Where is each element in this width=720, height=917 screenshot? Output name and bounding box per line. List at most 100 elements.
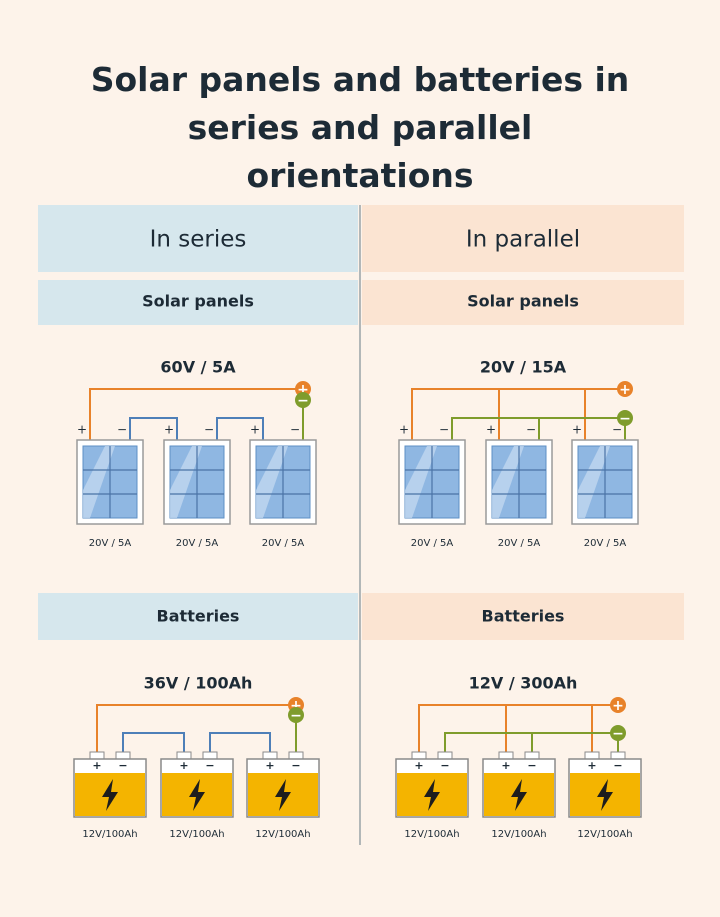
battery-terminal [262,751,278,760]
heading: In parallel [466,227,580,253]
terminal-label: − [612,423,622,437]
unit-label: 20V / 5A [176,538,219,549]
terminal-symbol-label: − [612,726,624,742]
terminal-symbol [610,697,626,713]
terminal-label: − [290,423,300,437]
unit-label: 20V / 5A [89,538,132,549]
terminal-label: − [613,759,622,772]
battery-terminal [288,751,304,760]
total: 36V / 100Ah [144,674,253,693]
unit-label: 12V/100Ah [82,829,137,840]
terminal-label: + [486,423,496,437]
heading-box [362,205,684,272]
battery-terminal [437,751,453,760]
terminal-label: − [291,759,300,772]
wire-link [216,417,264,440]
panel-shine [405,446,437,518]
panel-shine [578,446,610,518]
title: Solar panels and batteries in series and… [90,60,630,195]
terminal-label: + [414,759,423,772]
terminal-symbol [617,410,633,426]
wire-positive [418,704,618,752]
battery-bolt [189,779,205,811]
terminal-label: + [179,759,188,772]
battery-terminal [584,751,600,760]
terminal-symbol [295,392,311,408]
unit-label: 20V / 5A [584,538,627,549]
terminal-label: + [164,423,174,437]
battery-terminal [202,751,218,760]
total: 12V / 300Ah [469,674,578,693]
heading: In series [150,227,247,253]
panel-grid [405,446,459,518]
wire-link [122,732,185,752]
wire-positive [96,704,296,752]
unit-label: 12V/100Ah [169,829,224,840]
wire-link [209,732,271,752]
terminal-symbol-label: − [619,411,631,427]
heading-box [38,205,358,272]
terminal-label: − [440,759,449,772]
terminal-symbol-label: − [297,393,309,409]
battery-bolt [275,779,291,811]
terminal-label: + [92,759,101,772]
terminal-label: + [77,423,87,437]
panel-grid [170,446,224,518]
panel-shine [170,446,202,518]
battery-terminal [115,751,131,760]
unit-label: 12V/100Ah [577,829,632,840]
terminal-symbol-label: − [290,708,302,724]
terminal-label: + [587,759,596,772]
battery-terminal [176,751,192,760]
total: 60V / 5A [160,358,236,377]
panel-shine [492,446,524,518]
wire-link [129,417,178,440]
terminal-label: − [117,423,127,437]
wire-negative [451,417,626,440]
terminal-label: + [250,423,260,437]
wire-positive [89,388,303,440]
panel-grid [83,446,137,518]
panel-shine [83,446,115,518]
battery-bolt [102,779,118,811]
terminal-label: + [501,759,510,772]
terminal-label: − [205,759,214,772]
battery-terminal [524,751,540,760]
battery-terminal [411,751,427,760]
terminal-symbol-label: + [297,382,309,398]
battery-terminal [610,751,626,760]
section-label: Batteries [482,607,565,626]
terminal-label: − [527,759,536,772]
panel-grid [578,446,632,518]
terminal-label: − [204,423,214,437]
terminal-symbol [617,381,633,397]
terminal-label: − [526,423,536,437]
terminal-symbol [288,707,304,723]
battery-terminal [89,751,105,760]
battery-terminal [498,751,514,760]
terminal-symbol [610,725,626,741]
section-box [38,593,358,640]
section-box [362,593,684,640]
total: 20V / 15A [480,358,567,377]
unit-label: 20V / 5A [411,538,454,549]
terminal-symbol-label: + [612,698,624,714]
wire-positive [411,388,625,440]
unit-label: 20V / 5A [262,538,305,549]
battery-bolt [424,779,440,811]
terminal-label: − [439,423,449,437]
panel-grid [256,446,310,518]
panel-grid [492,446,546,518]
section-label: Batteries [157,607,240,626]
section-label: Solar panels [467,292,579,311]
battery-bolt [597,779,613,811]
terminal-label: + [399,423,409,437]
section-label: Solar panels [142,292,254,311]
terminal-symbol-label: + [290,698,302,714]
unit-label: 12V/100Ah [491,829,546,840]
terminal-label: − [118,759,127,772]
panel-shine [256,446,288,518]
section-box [362,280,684,325]
